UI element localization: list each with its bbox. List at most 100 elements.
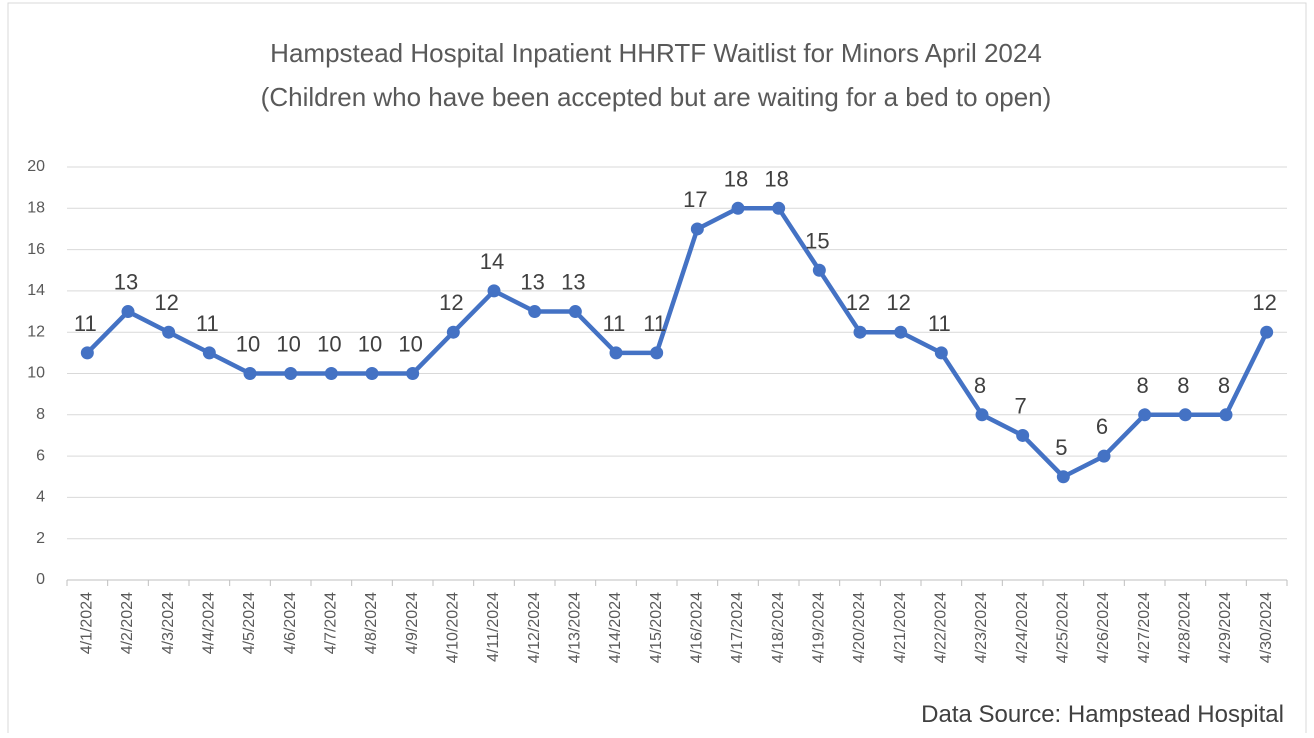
data-label: 11 [196,311,219,336]
y-tick-label: 14 [27,282,45,299]
y-tick-label: 10 [27,365,45,382]
x-tick-label: 4/29/2024 [1217,592,1234,663]
data-label: 12 [846,290,870,315]
x-tick-label: 4/12/2024 [526,592,543,663]
point [121,305,135,319]
x-tick-label: 4/14/2024 [607,592,624,663]
data-label: 10 [358,332,382,357]
data-label: 11 [74,311,97,336]
data-label: 8 [1218,373,1230,398]
x-tick-label: 4/13/2024 [567,592,584,663]
point [1138,408,1152,422]
data-label: 15 [805,228,829,253]
point [568,305,582,319]
data-label: 10 [398,332,422,357]
x-tick-label: 4/4/2024 [201,592,218,654]
y-tick-label: 20 [27,158,45,175]
chart-border [7,2,1307,738]
point [446,325,460,339]
x-tick-label: 4/2/2024 [119,592,136,654]
data-label: 11 [643,311,666,336]
data-label: 8 [1177,373,1189,398]
point [1178,408,1192,422]
data-label: 12 [886,290,910,315]
data-label: 8 [974,373,986,398]
x-tick-label: 4/30/2024 [1258,592,1275,663]
x-tick-label: 4/11/2024 [485,592,502,662]
x-tick-label: 4/26/2024 [1095,592,1112,663]
data-label: 8 [1137,373,1149,398]
point [284,367,298,380]
data-label: 14 [480,249,504,274]
x-tick-label: 4/3/2024 [160,592,177,654]
point [894,325,908,339]
data-label: 11 [603,311,626,336]
point [772,201,786,215]
point [1219,408,1233,422]
data-label: 18 [764,166,788,191]
data-label: 13 [561,270,585,295]
data-label: 5 [1055,435,1067,460]
x-tick-label: 4/7/2024 [323,592,340,654]
x-tick-label: 4/27/2024 [1136,592,1153,663]
data-label: 18 [724,166,748,191]
point [243,367,257,380]
point [1016,428,1030,442]
point [975,408,989,422]
point [162,325,176,339]
x-tick-label: 4/15/2024 [648,592,665,663]
data-label: 17 [683,187,707,212]
source-note: Data Source: Hampstead Hospital [921,701,1284,728]
point [609,346,623,360]
data-label: 12 [439,290,463,315]
point [650,346,664,360]
data-label: 11 [928,311,951,336]
y-tick-label: 12 [27,323,45,340]
x-tick-label: 4/8/2024 [363,592,380,654]
chart-title: Hampstead Hospital Inpatient HHRTF Waitl… [270,38,1042,68]
x-tick-label: 4/1/2024 [79,592,96,654]
x-tick-label: 4/6/2024 [282,592,299,654]
x-tick-label: 4/17/2024 [729,592,746,663]
y-tick-label: 6 [36,447,45,464]
x-tick-label: 4/18/2024 [770,592,787,663]
y-tick-label: 2 [36,530,45,547]
point [202,346,216,360]
point [812,263,826,277]
y-tick-label: 0 [36,571,45,588]
point [487,284,501,298]
x-tick-label: 4/28/2024 [1177,592,1194,663]
point [1056,470,1070,484]
y-tick-label: 16 [27,241,45,258]
data-label: 10 [317,332,341,357]
point [934,346,948,360]
y-tick-label: 4 [36,489,45,506]
y-tick-label: 18 [27,200,45,217]
data-label: 7 [1015,393,1027,418]
line-series [85,206,1269,479]
point [528,305,542,319]
x-tick-label: 4/19/2024 [811,592,828,663]
chart-subtitle: (Children who have been accepted but are… [261,82,1052,112]
x-tick-label: 4/23/2024 [973,592,990,663]
point [690,222,704,236]
x-tick-label: 4/22/2024 [933,592,950,663]
data-label: 13 [114,270,138,295]
x-tick-label: 4/20/2024 [851,592,868,663]
x-tick-label: 4/24/2024 [1014,592,1031,663]
data-label: 12 [1252,290,1276,315]
point [1260,325,1274,339]
point [406,367,420,380]
point [731,201,745,215]
x-tick-label: 4/9/2024 [404,592,421,654]
x-tick-label: 4/10/2024 [445,592,462,663]
point [324,367,338,380]
point [365,367,379,380]
data-label: 13 [520,270,544,295]
x-tick-label: 4/16/2024 [689,592,706,663]
data-label: 6 [1096,414,1108,439]
x-tick-label: 4/21/2024 [892,592,909,663]
point [1097,449,1111,463]
data-label: 12 [154,290,178,315]
